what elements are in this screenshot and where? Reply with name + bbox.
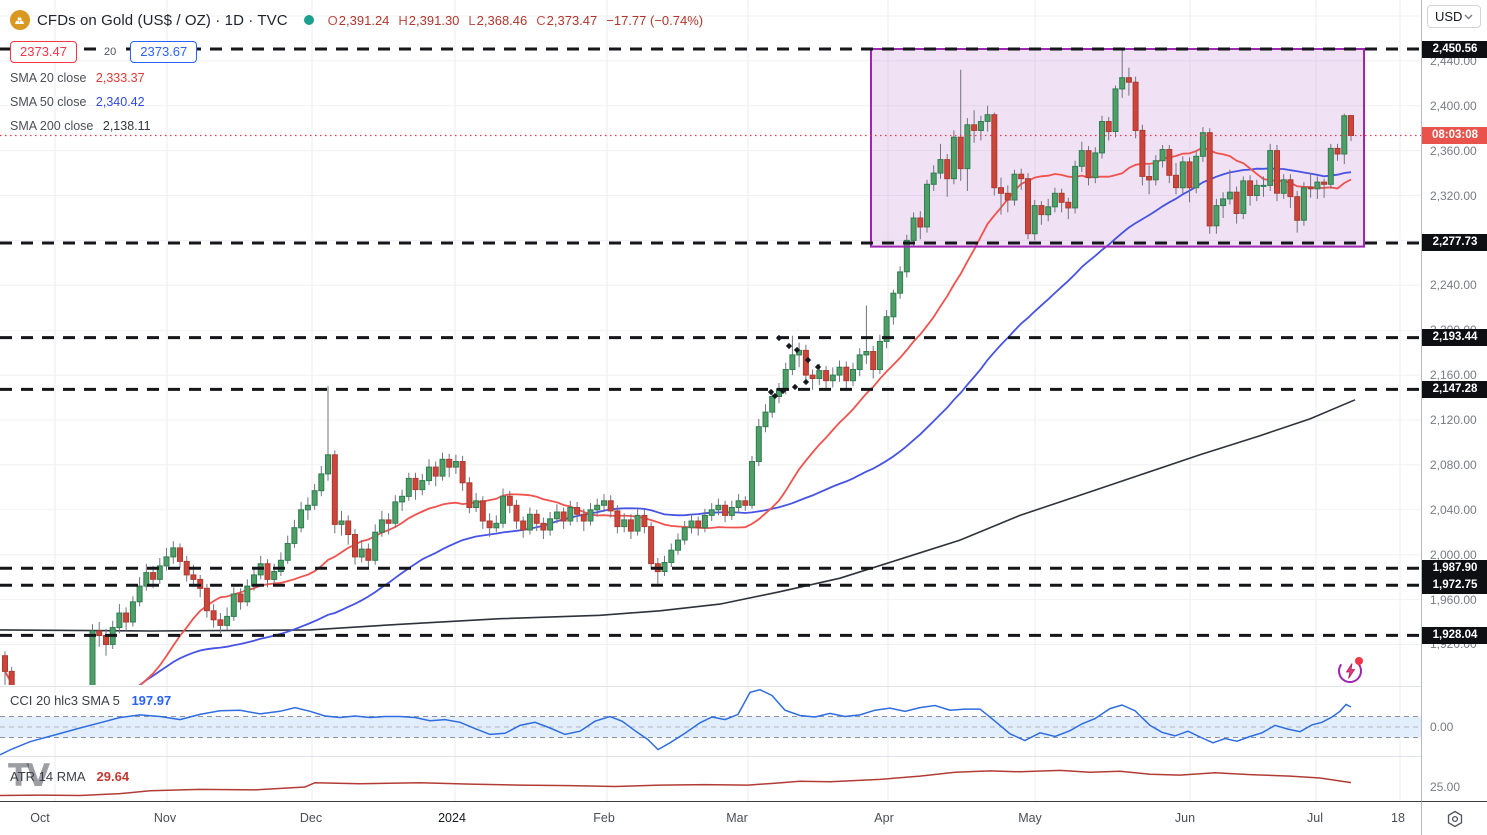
time-tick-label: 18: [1391, 811, 1405, 825]
cci-line: [0, 688, 1352, 756]
level-price-badge: 2,147.28: [1422, 380, 1487, 398]
ohlc-l: L2,368.46: [468, 12, 528, 28]
price-labels-row: 2373.47 20 2373.67: [10, 41, 703, 63]
axis-settings-cell[interactable]: [1421, 801, 1487, 835]
time-tick-label: May: [1018, 811, 1042, 825]
sma50-label: SMA 50 close: [10, 95, 87, 109]
market-status-dot: [303, 15, 314, 25]
symbol-title[interactable]: CFDs on Gold (US$ / OZ) · 1D · TVC: [37, 11, 288, 29]
gold-coin-icon: [10, 10, 30, 30]
bar-countdown-badge: 08:03:08: [1422, 127, 1487, 145]
atr-label-text: ATR 14 RMA: [10, 769, 85, 784]
symbol-row: CFDs on Gold (US$ / OZ) · 1D · TVC O2,39…: [10, 8, 703, 32]
price-tick-label: 2,120.00: [1430, 412, 1477, 427]
time-tick-label: 2024: [438, 811, 466, 825]
time-axis[interactable]: Oct Nov Dec 2024 Feb Mar Apr May Jun Jul 18: [0, 801, 1421, 835]
chart-canvas[interactable]: [0, 0, 1421, 801]
cci-label-text: CCI 20 hlc3 SMA 5: [10, 693, 120, 708]
time-tick-label: Dec: [299, 811, 323, 825]
level-price-badge: 2,193.44: [1422, 329, 1487, 347]
lightning-alert-button[interactable]: [1334, 653, 1368, 687]
price-tick-label: 2,400.00: [1430, 98, 1477, 113]
level-price-badge: 1,928.04: [1422, 626, 1487, 644]
price-label-blue[interactable]: 2373.67: [130, 41, 198, 63]
price-tick-label: 2,160.00: [1430, 368, 1477, 383]
price-label-connector: 20: [101, 46, 120, 58]
ohlc-h: H2,391.30: [398, 12, 460, 28]
sma20-value: 2,333.37: [95, 71, 145, 85]
annotation-dot[interactable]: [814, 363, 822, 371]
change-value: −17.77 (−0.74%): [606, 12, 704, 28]
legend-sma200[interactable]: SMA 200 close 2,138.11: [10, 119, 703, 135]
price-tick-label: 2,240.00: [1430, 278, 1477, 293]
indicator-tick-label: 0.00: [1430, 720, 1454, 734]
chevron-down-icon: [1464, 14, 1473, 19]
annotation-dot[interactable]: [802, 378, 810, 386]
candles: [2, 77, 1354, 685]
price-tick-label: 2,040.00: [1430, 502, 1477, 517]
ohlc-o: O2,391.24: [327, 12, 390, 28]
time-tick-label: Jul: [1307, 811, 1323, 825]
currency-dropdown[interactable]: USD: [1427, 5, 1481, 28]
atr-value: 29.64: [96, 769, 130, 784]
time-tick-label: Apr: [874, 811, 894, 825]
chart-legend: CFDs on Gold (US$ / OZ) · 1D · TVC O2,39…: [10, 8, 703, 135]
price-tick-label: 2,080.00: [1430, 457, 1477, 472]
time-tick-label: Jun: [1174, 811, 1196, 825]
sma200-value: 2,138.11: [102, 119, 151, 133]
annotation-dot[interactable]: [791, 383, 799, 391]
annotation-dot[interactable]: [775, 334, 783, 342]
sma50-line: [4, 167, 1352, 685]
hexagon-settings-icon: [1447, 810, 1463, 827]
chart-pane[interactable]: [0, 0, 1421, 801]
atr-line: [0, 769, 1352, 797]
notification-dot: [1355, 657, 1363, 665]
ohlc-c: C2,373.47: [536, 12, 598, 28]
time-tick-label: Nov: [153, 811, 177, 825]
annotation-dot[interactable]: [785, 342, 793, 350]
legend-sma20[interactable]: SMA 20 close 2,333.37: [10, 71, 703, 87]
sma200-line: [0, 399, 1356, 632]
cci-value: 197.97: [131, 693, 172, 708]
time-tick-label: Feb: [593, 811, 615, 825]
currency-label: USD: [1435, 9, 1463, 24]
sma50-value: 2,340.42: [95, 95, 145, 109]
cci-legend[interactable]: CCI 20 hlc3 SMA 5 197.97: [10, 693, 171, 708]
level-price-badge: 1,987.90: [1422, 559, 1487, 577]
price-label-red[interactable]: 2373.47: [10, 41, 77, 63]
sma20-line: [4, 146, 1352, 685]
price-tick-label: 2,000.00: [1430, 547, 1477, 562]
indicator-tick-label: 25.00: [1430, 780, 1461, 794]
level-price-badge: 2,450.56: [1422, 40, 1487, 58]
ohlc-values: O2,391.24 H2,391.30 L2,368.46 C2,373.47 −17.…: [328, 13, 703, 28]
time-tick-label: Oct: [30, 811, 50, 825]
price-tick-label: 2,320.00: [1430, 188, 1477, 203]
support-resistance-box-fill[interactable]: [871, 49, 1364, 247]
price-tick-label: 1,960.00: [1430, 592, 1477, 607]
level-price-badge: 1,972.75: [1422, 576, 1487, 594]
atr-legend[interactable]: ATR 14 RMA 29.64: [10, 769, 129, 784]
level-price-badge: 2,277.73: [1422, 234, 1487, 252]
annotation-dot[interactable]: [767, 388, 775, 396]
sma20-label: SMA 20 close: [10, 71, 87, 85]
sma200-label: SMA 200 close: [10, 119, 94, 133]
price-axis[interactable]: USD 2,440.00 2,400.00 2,360.00 2,320.00 2,24…: [1421, 0, 1487, 801]
legend-sma50[interactable]: SMA 50 close 2,340.42: [10, 95, 703, 111]
price-tick-label: 2,360.00: [1430, 143, 1477, 158]
tradingview-watermark: TV: [8, 758, 50, 794]
time-tick-label: Mar: [726, 811, 748, 825]
